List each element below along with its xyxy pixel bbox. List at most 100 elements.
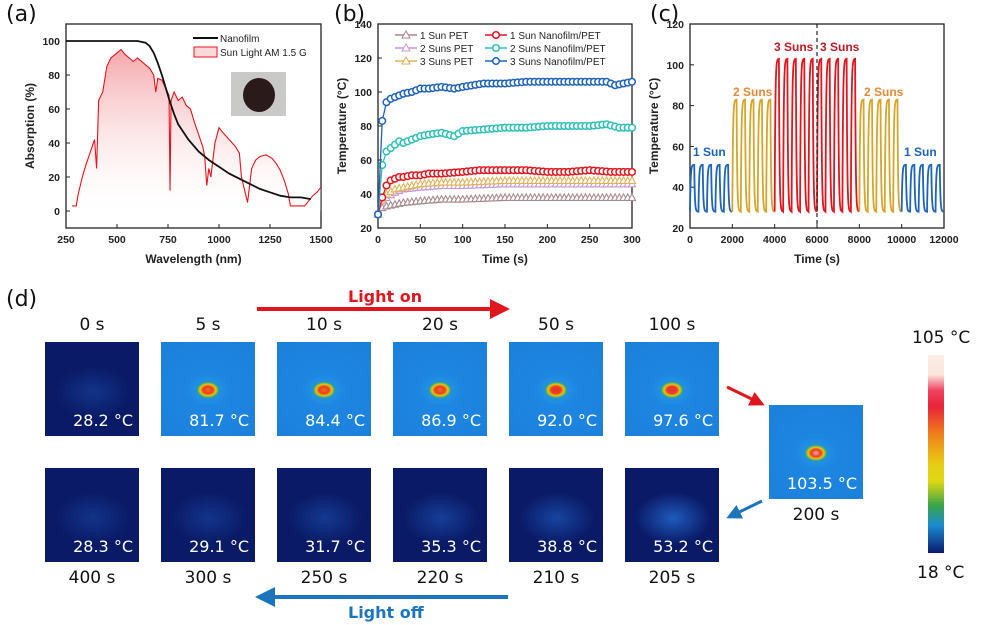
y-tick-label: 140 — [354, 19, 372, 31]
x-tick-label: 8000 — [848, 234, 872, 246]
time-label: 20 s — [422, 315, 458, 335]
charts-svg: 250 500 750 1000 1250 1500020406080100Wavelen… — [23, 19, 959, 266]
y-tick-label: 120 — [666, 19, 684, 31]
legend-marker — [401, 29, 411, 39]
cycle-line — [689, 163, 733, 213]
panel-label-d: (d) — [6, 287, 38, 312]
x-tick-label: 250 — [581, 234, 599, 246]
time-label: 10 s — [306, 315, 342, 335]
x-tick-label: 750 — [159, 234, 177, 246]
x-axis-label: Time (s) — [482, 252, 528, 266]
x-tick-label: 500 — [108, 234, 126, 246]
cycle-segment — [900, 163, 945, 213]
segment-label: 2 Suns — [733, 85, 773, 99]
legend-marker — [491, 43, 501, 53]
cycle-line — [900, 163, 945, 213]
x-tick-label: 1000 — [207, 234, 231, 246]
nanofilm-line — [66, 40, 311, 200]
x-tick-label: 250 — [57, 234, 75, 246]
light-on-label: Light on — [348, 287, 423, 306]
panel-label-b: (b) — [334, 2, 366, 27]
x-axis-label: Time (s) — [794, 252, 840, 266]
chart-c-axes: 0 2000 4000 6000 8000 10000 12000 20 40 60 80 100 12… — [647, 19, 959, 266]
x-tick-label: 2000 — [721, 234, 745, 246]
y-tick-label: 120 — [354, 53, 372, 65]
temperature-readout: 92.0 °C — [537, 411, 597, 430]
x-tick-label: 50 — [414, 234, 426, 246]
thermal-image: 92.0 °C — [509, 342, 603, 436]
segment-label: 2 Suns — [864, 85, 904, 99]
x-tick-label: 300 — [623, 234, 641, 246]
data-point — [382, 181, 391, 190]
y-tick-label: 100 — [42, 36, 60, 48]
y-tick-label: 60 — [48, 104, 60, 116]
to-peak-arrow — [726, 385, 765, 406]
x-tick-label: 1500 — [309, 234, 333, 246]
x-tick-label: 4000 — [763, 234, 787, 246]
y-tick-label: 60 — [360, 155, 372, 167]
temperature-readout: 38.8 °C — [537, 537, 597, 556]
temperature-readout: 28.3 °C — [73, 537, 133, 556]
series-2-suns-nanofilm-pet — [373, 120, 637, 219]
time-label: 100 s — [648, 315, 696, 335]
thermal-image: 84.4 °C — [277, 342, 371, 436]
panel-label-c: (c) — [650, 2, 680, 27]
y-tick-label: 20 — [360, 223, 372, 235]
temperature-readout: 103.5 °C — [786, 474, 857, 493]
panel-label-a: (a) — [6, 2, 37, 27]
sunlight-line — [72, 48, 322, 207]
chart-a-frame — [65, 23, 322, 229]
x-tick-label: 10000 — [887, 234, 916, 246]
cycle-line — [816, 57, 860, 214]
temperature-readout: 35.3 °C — [421, 537, 481, 556]
cycle-line — [858, 98, 903, 214]
series-3-suns-nanofilm-pet — [373, 77, 637, 219]
legend-marker — [491, 30, 501, 40]
y-axis-label: Absorption (%) — [23, 83, 37, 169]
x-tick-label: 200 — [539, 234, 557, 246]
x-tick-label: 0 — [375, 234, 381, 246]
thermal-image: 53.2 °C — [625, 468, 719, 562]
colorbar-max-label: 105 °C — [912, 328, 971, 348]
y-tick-label: 100 — [666, 60, 684, 72]
y-tick-label: 100 — [354, 87, 372, 99]
temperature-readout: 29.1 °C — [189, 537, 249, 556]
legend-label: 1 Sun PET — [420, 31, 468, 42]
legend-nanofilm-label: Nanofilm — [220, 34, 259, 45]
x-tick-label: 100 — [454, 234, 472, 246]
y-axis-label: Temperature (°C) — [647, 78, 661, 175]
y-tick-label: 80 — [48, 70, 60, 82]
y-tick-label: 40 — [672, 182, 684, 194]
data-point — [627, 123, 637, 132]
data-point — [627, 192, 637, 201]
legend-marker — [401, 55, 411, 65]
thermal-image: 97.6 °C — [625, 342, 719, 436]
segment-label: 1 Sun — [693, 145, 726, 159]
time-label: 400 s — [68, 568, 116, 588]
cycle-segment — [731, 98, 776, 214]
thermal-image: 31.7 °C — [277, 468, 371, 562]
time-label: 220 s — [416, 568, 464, 588]
legend-label: 2 Suns Nanofilm/PET — [510, 44, 606, 55]
time-label: 300 s — [184, 568, 232, 588]
colorbar — [928, 355, 944, 553]
y-tick-label: 20 — [672, 223, 684, 235]
time-label: 0 s — [79, 315, 105, 335]
y-tick-label: 80 — [360, 121, 372, 133]
x-tick-label: 0 — [687, 234, 693, 246]
legend-label: 1 Sun Nanofilm/PET — [510, 31, 601, 42]
thermal-image: 81.7 °C — [161, 342, 255, 436]
legend-sunlight-label: Sun Light AM 1.5 G — [220, 48, 307, 59]
time-label: 5 s — [195, 315, 221, 335]
y-tick-label: 60 — [672, 141, 684, 153]
temperature-readout: 53.2 °C — [653, 537, 713, 556]
time-label: 205 s — [648, 568, 696, 588]
x-tick-label: 1250 — [258, 234, 282, 246]
legend-marker — [401, 42, 411, 52]
segment-label: 1 Sun — [904, 145, 937, 159]
legend-label: 2 Suns PET — [420, 44, 473, 55]
temperature-readout: 86.9 °C — [421, 411, 481, 430]
thermal-image: 103.5 °C — [769, 405, 863, 499]
thermal-image: 28.3 °C — [45, 468, 139, 562]
legend-label: 3 Suns PET — [420, 57, 473, 68]
